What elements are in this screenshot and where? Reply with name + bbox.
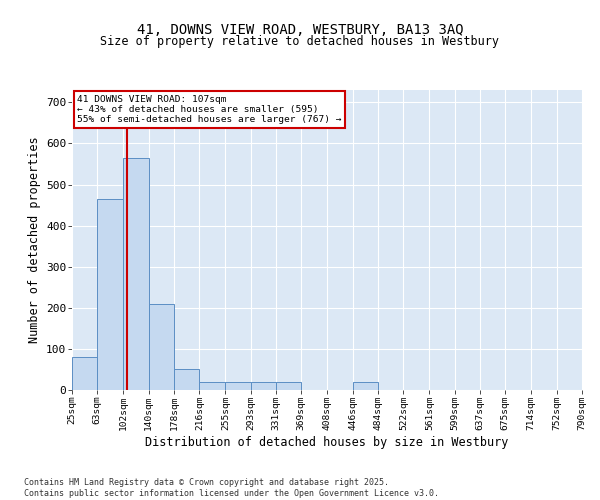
Bar [226,382,251,390]
Y-axis label: Number of detached properties: Number of detached properties [28,136,41,344]
Text: Contains HM Land Registry data © Crown copyright and database right 2025.
Contai: Contains HM Land Registry data © Crown c… [24,478,439,498]
Bar [97,199,124,390]
Bar [124,158,149,390]
Bar [353,382,378,390]
Bar [149,304,174,390]
Text: Size of property relative to detached houses in Westbury: Size of property relative to detached ho… [101,35,499,48]
Bar [276,382,301,390]
Bar [251,382,276,390]
Bar [174,370,199,390]
Bar [199,382,226,390]
Text: 41, DOWNS VIEW ROAD, WESTBURY, BA13 3AQ: 41, DOWNS VIEW ROAD, WESTBURY, BA13 3AQ [137,22,463,36]
Bar [72,357,97,390]
X-axis label: Distribution of detached houses by size in Westbury: Distribution of detached houses by size … [145,436,509,448]
Text: 41 DOWNS VIEW ROAD: 107sqm
← 43% of detached houses are smaller (595)
55% of sem: 41 DOWNS VIEW ROAD: 107sqm ← 43% of deta… [77,94,341,124]
